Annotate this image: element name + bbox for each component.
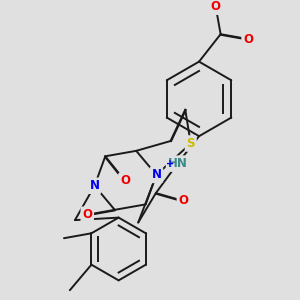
Text: O: O xyxy=(243,33,253,46)
Text: N: N xyxy=(90,179,100,192)
Text: O: O xyxy=(120,174,130,187)
Text: HN: HN xyxy=(167,157,188,170)
Text: N: N xyxy=(152,168,161,182)
Text: S: S xyxy=(187,137,195,150)
Text: O: O xyxy=(82,208,92,221)
Text: +: + xyxy=(166,159,174,169)
Text: O: O xyxy=(211,0,221,13)
Text: O: O xyxy=(178,194,188,207)
